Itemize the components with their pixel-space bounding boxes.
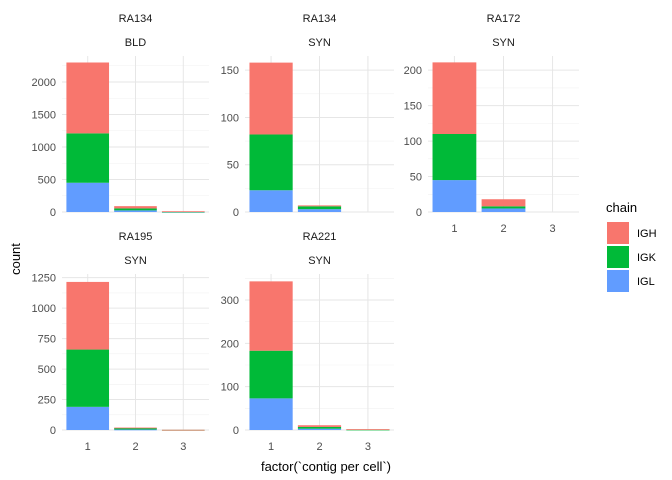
legend-key-igl <box>607 270 629 292</box>
y-tick-label: 50 <box>410 172 422 184</box>
bar-segment-igh <box>114 427 157 429</box>
bar-segment-igl <box>249 398 293 430</box>
legend: chain IGH IGK IGL <box>606 200 657 292</box>
y-tick-label: 750 <box>38 334 56 346</box>
bar-segment-igk <box>114 208 157 211</box>
bar-segment-igk <box>66 133 110 183</box>
bar-segment-igh <box>432 62 477 134</box>
x-tick-label: 3 <box>365 441 371 453</box>
y-tick-label: 200 <box>221 338 239 350</box>
bar-segment-igl <box>66 406 110 430</box>
x-axis-title: factor(`contig per cell`) <box>261 459 391 474</box>
facet-strip-label: RA195 <box>119 231 153 243</box>
facet-panel: RA221 SYN 0 100 200 300 1 2 3 <box>221 231 394 453</box>
bar-segment-igk <box>297 426 342 429</box>
x-tick-label: 2 <box>316 441 322 453</box>
y-tick-label: 100 <box>221 112 239 124</box>
bar-segment-igl <box>114 429 157 431</box>
bar-segment-igh <box>249 62 293 135</box>
x-tick-label: 2 <box>132 441 138 453</box>
facet-strip-label: RA221 <box>303 231 337 243</box>
bar-segment-igh <box>346 429 390 430</box>
y-tick-label: 1000 <box>32 303 56 315</box>
bar-segment-igh <box>66 281 110 350</box>
facet-strip-label: RA172 <box>487 13 521 25</box>
facet-panel: RA195 SYN 0 250 500 750 1000 1250 1 2 3 <box>32 231 209 453</box>
y-tick-label: 150 <box>404 101 422 113</box>
facet-strip-label: RA134 <box>119 13 153 25</box>
y-tick-label: 100 <box>404 136 422 148</box>
y-tick-label: 100 <box>221 382 239 394</box>
y-tick-label: 250 <box>38 395 56 407</box>
facet-panel: RA134 SYN 0 50 100 150 <box>221 13 394 219</box>
facet-panel: RA134 BLD 0 500 1000 1500 2000 <box>32 13 209 219</box>
bar-segment-igk <box>297 206 342 210</box>
bar-segment-igh <box>297 425 342 427</box>
legend-title: chain <box>606 200 637 215</box>
bar-segment-igk <box>481 206 526 209</box>
y-tick-label: 0 <box>233 207 239 219</box>
x-tick-label: 2 <box>500 223 506 235</box>
bar-segment-igl <box>297 428 342 430</box>
y-tick-label: 500 <box>38 364 56 376</box>
bar-segment-igh <box>66 62 110 134</box>
x-tick-label: 1 <box>85 441 91 453</box>
facet-strip-sublabel: SYN <box>308 37 331 49</box>
bar-segment-igk <box>249 350 293 399</box>
bar-segment-igh <box>161 429 205 431</box>
bar-segment-igh <box>249 281 293 351</box>
facet-strip-sublabel: SYN <box>124 255 147 267</box>
bar-segment-igh <box>161 211 205 213</box>
bar-segment-igk <box>432 134 477 181</box>
facet-strip-sublabel: BLD <box>125 37 146 49</box>
bar-segment-igk <box>66 349 110 407</box>
y-tick-label: 1250 <box>32 273 56 285</box>
x-tick-label: 3 <box>550 223 556 235</box>
legend-key-igh <box>607 222 629 244</box>
facet-panel: RA172 SYN 0 50 100 150 200 1 2 3 <box>404 13 579 235</box>
bar-segment-igl <box>249 190 293 212</box>
facet-strip-label: RA134 <box>303 13 337 25</box>
bar-segment-igl <box>114 210 157 212</box>
legend-label: IGL <box>637 276 655 288</box>
bar-segment-igl <box>432 180 477 212</box>
x-tick-label: 3 <box>180 441 186 453</box>
bar-segment-igk <box>346 429 390 431</box>
y-tick-label: 300 <box>221 295 239 307</box>
y-tick-label: 1500 <box>32 110 56 122</box>
y-tick-label: 0 <box>416 207 422 219</box>
facet-panels: RA134BLD0500100015002000RA134SYN05010015… <box>32 13 579 453</box>
y-tick-label: 0 <box>233 425 239 437</box>
y-tick-label: 0 <box>50 425 56 437</box>
y-tick-label: 200 <box>404 65 422 77</box>
y-tick-label: 500 <box>38 175 56 187</box>
legend-label: IGK <box>637 252 657 264</box>
y-axis-title: count <box>8 243 23 275</box>
y-tick-label: 150 <box>221 65 239 77</box>
bar-segment-igl <box>297 209 342 212</box>
bar-segment-igh <box>297 205 342 207</box>
bar-segment-igh <box>481 199 526 207</box>
legend-label: IGH <box>637 228 657 240</box>
y-tick-label: 2000 <box>32 77 56 89</box>
facet-strip-sublabel: SYN <box>308 255 331 267</box>
bar-segment-igl <box>66 182 110 212</box>
y-tick-label: 1000 <box>32 142 56 154</box>
bar-segment-igh <box>114 206 157 209</box>
legend-key-igk <box>607 246 629 268</box>
y-tick-label: 0 <box>50 207 56 219</box>
bar-segment-igk <box>249 134 293 191</box>
x-tick-label: 1 <box>268 441 274 453</box>
facet-strip-sublabel: SYN <box>492 37 515 49</box>
y-tick-label: 50 <box>227 160 239 172</box>
bar-segment-igk <box>114 428 157 430</box>
bar-segment-igl <box>481 208 526 212</box>
x-tick-label: 1 <box>451 223 457 235</box>
